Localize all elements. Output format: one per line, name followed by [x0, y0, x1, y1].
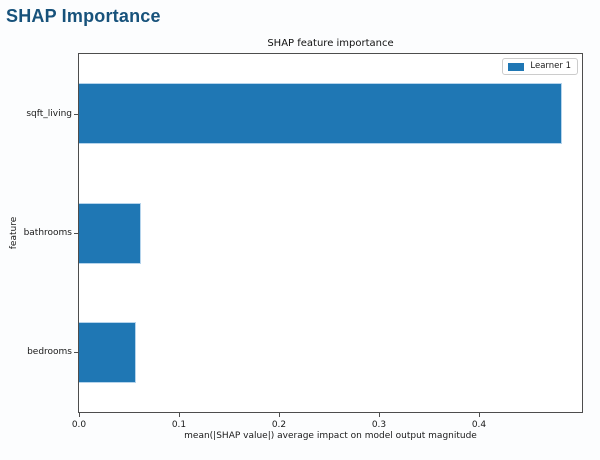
bar-bedrooms — [79, 321, 136, 383]
y-tick-label-bedrooms: bedrooms — [27, 347, 72, 358]
x-tick-mark — [179, 413, 180, 417]
x-tick-mark — [479, 413, 480, 417]
legend: Learner 1 — [502, 58, 578, 75]
x-tick-label: 0.4 — [471, 420, 487, 430]
page-title: SHAP Importance — [6, 6, 161, 26]
bar-bathrooms — [79, 202, 141, 264]
x-tick-label: 0.2 — [271, 420, 287, 430]
legend-swatch-icon — [508, 62, 525, 71]
x-tick-label: 0.0 — [71, 420, 87, 430]
y-axis-label: feature — [9, 216, 19, 250]
x-tick-mark — [79, 413, 80, 417]
y-tick-mark — [74, 233, 78, 234]
x-tick-label: 0.3 — [371, 420, 387, 430]
x-tick-mark — [379, 413, 380, 417]
plot-area: Learner 1 — [78, 53, 583, 413]
x-axis-label: mean(|SHAP value|) average impact on mod… — [184, 431, 477, 441]
chart-title: SHAP feature importance — [267, 38, 394, 49]
legend-label: Learner 1 — [530, 61, 571, 72]
y-tick-label-bathrooms: bathrooms — [23, 228, 72, 238]
bar-sqft_living — [79, 83, 562, 145]
x-tick-mark — [279, 413, 280, 417]
y-tick-mark — [74, 352, 78, 354]
x-tick-label: 0.1 — [171, 420, 187, 430]
y-tick-label-sqft_living: sqft_living — [26, 108, 72, 119]
y-tick-mark — [74, 113, 78, 115]
